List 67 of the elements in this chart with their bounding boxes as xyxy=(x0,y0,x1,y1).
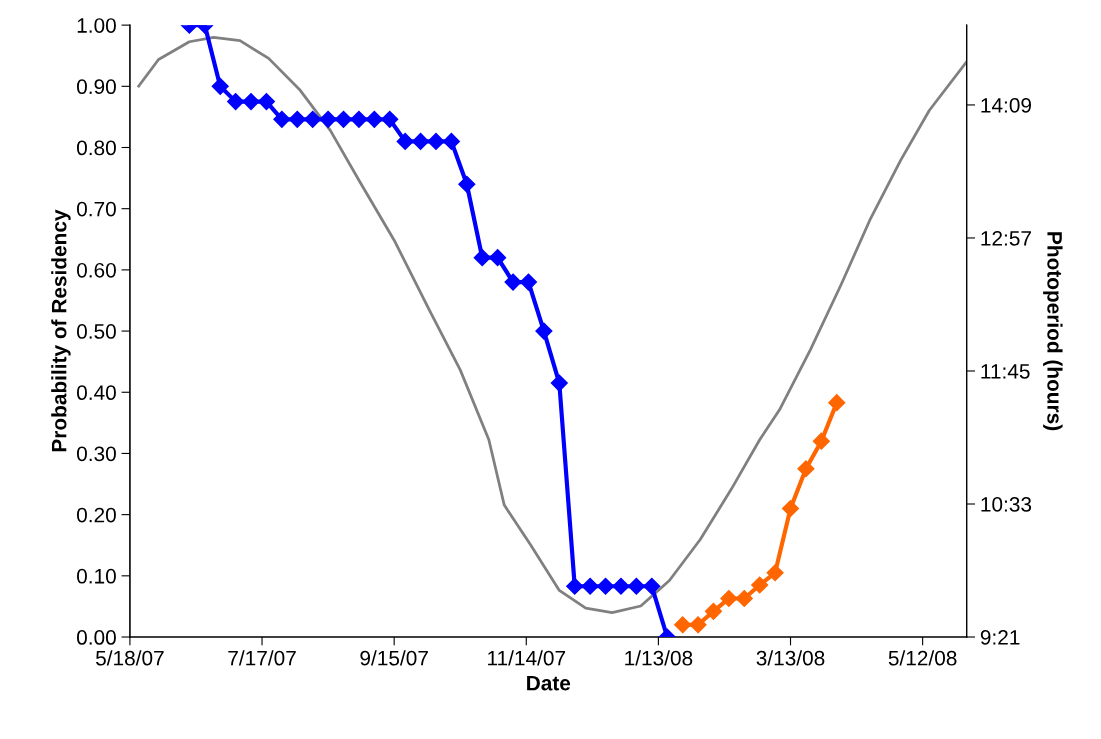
point xyxy=(211,77,229,95)
y-tick-label: 0.50 xyxy=(76,324,116,339)
y2-tick-label: 12:57 xyxy=(981,230,1031,246)
y-tick-label: 0.30 xyxy=(76,446,116,462)
y-tick-label: 0.20 xyxy=(76,507,116,523)
point xyxy=(350,110,368,128)
point xyxy=(781,499,800,518)
point xyxy=(720,589,738,608)
point xyxy=(288,110,306,128)
point xyxy=(257,93,275,111)
point xyxy=(735,589,753,608)
point xyxy=(396,132,414,150)
y2-axis-title: Photoperiod (hours) xyxy=(1043,232,1063,431)
point xyxy=(242,93,260,111)
point xyxy=(812,432,830,450)
point xyxy=(797,460,815,478)
point xyxy=(535,322,553,340)
point xyxy=(704,602,723,620)
x-tick-label: 3/13/08 xyxy=(756,650,825,666)
x-axis-title: Date xyxy=(527,675,571,691)
y-tick-label: 0.10 xyxy=(76,568,116,584)
point xyxy=(612,577,630,595)
x-tick-label: 5/12/08 xyxy=(888,650,957,666)
point xyxy=(319,110,337,128)
x-tick-label: 7/17/07 xyxy=(228,650,296,666)
point xyxy=(504,273,522,291)
point xyxy=(689,616,707,634)
x-tick-label: 5/18/07 xyxy=(96,650,164,666)
y-tick-label: 0.60 xyxy=(76,262,116,278)
point xyxy=(751,576,769,594)
y-tick-label: 0.70 xyxy=(76,201,116,217)
y-tick-label: 0.90 xyxy=(76,79,116,95)
point xyxy=(412,132,430,150)
point xyxy=(674,616,692,634)
y-axis-title: Probability of Residency xyxy=(51,209,71,452)
y-tick-label: 0.80 xyxy=(76,140,116,156)
point xyxy=(365,110,383,128)
y2-tick-label: 9:21 xyxy=(980,630,1020,645)
point xyxy=(381,110,399,128)
y2-tick-label: 10:33 xyxy=(981,497,1032,512)
point xyxy=(427,132,445,150)
y-tick-label: 0.00 xyxy=(76,630,116,645)
point xyxy=(643,577,661,595)
point xyxy=(596,577,615,595)
point xyxy=(550,374,568,392)
y-tick-label: 0.40 xyxy=(76,385,116,401)
point xyxy=(304,110,322,128)
point xyxy=(519,273,538,291)
x-tick-label: 1/13/08 xyxy=(625,650,693,666)
point xyxy=(627,577,645,595)
point xyxy=(489,249,507,267)
point xyxy=(473,249,491,267)
point xyxy=(334,110,353,128)
y-tick-label: 1.00 xyxy=(77,18,116,33)
point xyxy=(442,132,460,150)
y2-tick-label: 11:45 xyxy=(981,364,1030,379)
point xyxy=(273,110,291,128)
line-series xyxy=(137,35,967,615)
point xyxy=(566,577,584,595)
point xyxy=(766,564,784,582)
x-tick-label: 11/14/07 xyxy=(488,650,566,666)
x-tick-label: 9/15/07 xyxy=(360,650,428,666)
y2-tick-label: 14:09 xyxy=(981,97,1032,113)
point xyxy=(828,394,846,412)
point xyxy=(581,577,599,595)
point xyxy=(458,175,476,193)
point xyxy=(227,93,245,111)
